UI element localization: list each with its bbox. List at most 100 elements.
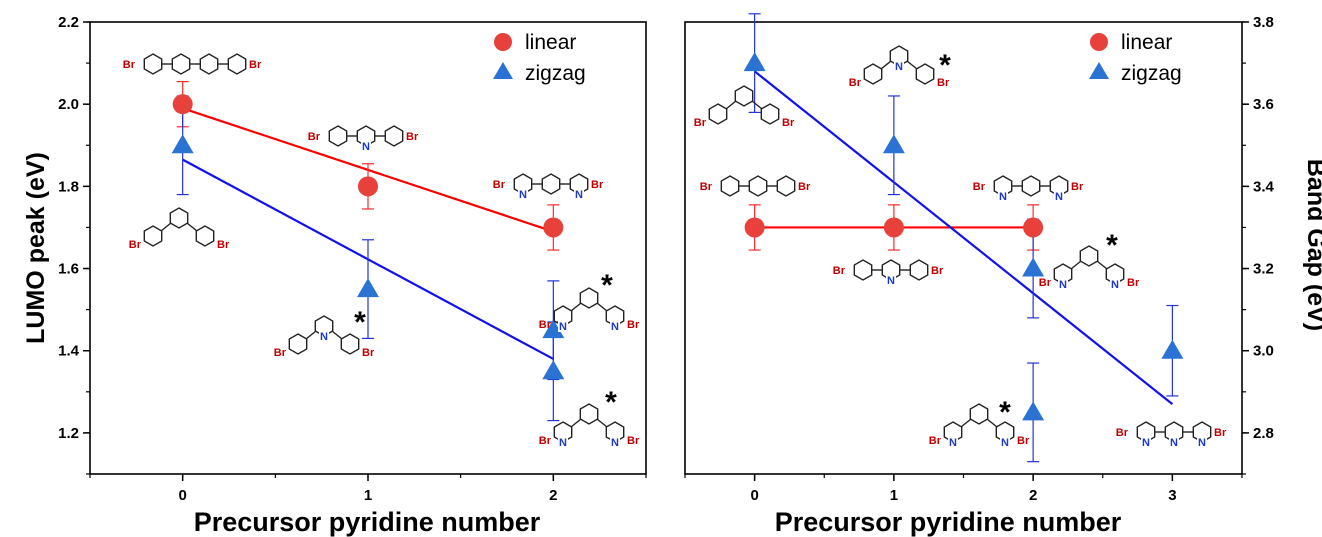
legend-zigzag-label: zigzag: [1121, 62, 1182, 85]
mol-pyridyl-meta-2-ring-n-label: N: [1001, 437, 1009, 449]
mol-terpyridine-ring-n-bg: [1197, 436, 1207, 448]
mol-pyridine-meta-ring: [288, 333, 308, 355]
zigzag-point: [357, 278, 379, 298]
star: *: [601, 269, 613, 302]
mol-pyridyl-meta-ring-n-bg: [1058, 278, 1068, 290]
mol-m-terphenyl-ring: [143, 225, 163, 247]
mol-pyridyl-meta-bond: [570, 302, 582, 312]
mol-bipyridyl-benzene-ring-n-label: N: [1055, 191, 1063, 203]
mol-pyridyl-meta-2-ring-n-bg: [558, 436, 568, 448]
mol-pyridine-meta-ring: [915, 63, 935, 85]
mol-pyridyl-meta-2-bond: [596, 418, 608, 428]
mol-pyridine-meta-bond: [906, 60, 918, 70]
mol-terpyridine-ring-n-label: N: [1198, 437, 1206, 449]
linear-point: [744, 217, 765, 238]
mol-m-terphenyl-bond: [160, 222, 172, 232]
mol-phenyl-pyridine-ring: [328, 125, 348, 147]
mol-m-terphenyl-br-right: Br: [217, 239, 230, 251]
zigzag-point: [1161, 339, 1184, 359]
mol-terpyridine-ring-n-bg: [1169, 436, 1179, 448]
mol-pyridine-meta-bond: [331, 330, 343, 340]
x-tick-label: 0: [178, 487, 186, 504]
mol-pyridyl-meta-bond: [596, 302, 608, 312]
x-tick-label: 3: [1168, 487, 1176, 504]
mol-bipyridyl-benzene-br-left: Br: [493, 179, 506, 191]
plot-frame: [684, 21, 1243, 475]
mol-pyridine-meta-bond: [880, 60, 892, 70]
mol-phenyl-pyridine-br-left: Br: [308, 131, 321, 143]
mol-m-terphenyl-ring: [169, 207, 189, 229]
x-tick-label: 1: [364, 487, 372, 504]
y-tick-label: 2.2: [58, 14, 79, 31]
zigzag-point: [1022, 401, 1045, 421]
legend-linear-marker: [494, 33, 512, 51]
mol-pyridine-meta-ring-n-label: N: [320, 331, 328, 343]
mol-pyridyl-meta-2-ring-n-label: N: [949, 437, 957, 449]
mol-bipyridyl-benzene-ring-n-bg: [1054, 190, 1064, 202]
mol-terphenyl-ring: [748, 175, 768, 197]
star: *: [939, 49, 951, 82]
mol-pyridyl-meta-ring: [579, 287, 599, 309]
mol-pyridine-meta-bond: [305, 330, 317, 340]
mol-terphenyl-ring: [720, 175, 740, 197]
mol-pyridyl-meta-ring-n-bg: [1110, 278, 1120, 290]
mol-phenyl-pyridine-ring-n-label: N: [362, 141, 370, 153]
mol-pyridyl-meta-br-left: Br: [539, 319, 552, 331]
legend-zigzag-label: zigzag: [525, 62, 586, 85]
mol-m-terphenyl-ring: [708, 103, 728, 125]
mol-bipyridyl-benzene-ring: [1021, 175, 1041, 197]
mol-terpyridine-br-left: Br: [1116, 427, 1129, 439]
mol-terphenyl-br-right: Br: [798, 181, 811, 193]
linear-point: [172, 94, 193, 115]
legend-zigzag-marker: [1089, 62, 1109, 79]
x-tick-label: 0: [750, 487, 758, 504]
mol-m-terphenyl-bond: [725, 100, 737, 110]
mol-pyridine-meta-ring: [340, 333, 360, 355]
star: *: [605, 386, 617, 419]
mol-terpyridine-ring-n-label: N: [1170, 437, 1178, 449]
legend-linear-label: linear: [525, 31, 576, 54]
mol-pyridyl-meta-2-ring-n-bg: [948, 436, 958, 448]
mol-pyridine-meta-ring-n-bg: [319, 330, 329, 342]
star: *: [999, 396, 1011, 429]
mol-phenyl-pyridine-ring: [909, 259, 929, 281]
zigzag-point: [542, 360, 565, 380]
y-tick-label: 3.4: [1253, 178, 1275, 195]
mol-terphenyl-br-left: Br: [700, 181, 713, 193]
mol-pyridyl-meta-ring-n-label: N: [1059, 279, 1067, 291]
mol-pyridine-meta-ring-n-bg: [894, 60, 904, 72]
mol-pyridine-meta-br-left: Br: [849, 77, 862, 89]
left-panel: LUMO peak (eV) Precursor pyridine number…: [22, 14, 647, 537]
y-tick-label: 1.6: [58, 261, 79, 278]
mol-phenyl-pyridine-ring-n-label: N: [887, 275, 895, 287]
mol-bipyridyl-benzene-br-right: Br: [591, 179, 604, 191]
mol-pyridyl-meta-ring-n-bg: [558, 320, 568, 332]
mol-pyridyl-meta-br-left: Br: [1039, 277, 1052, 289]
zigzag-point: [743, 52, 766, 72]
y-tick-label: 3.0: [1253, 343, 1274, 360]
right-y-axis-title: Band Gap (eV): [1302, 159, 1322, 331]
mol-bipyridyl-benzene-ring-n-label: N: [575, 189, 583, 201]
y-tick-label: 1.8: [58, 178, 79, 195]
mol-pyridine-meta-ring-n-label: N: [895, 61, 903, 73]
mol-pyridine-meta-br-left: Br: [274, 347, 287, 359]
y-tick-label: 2.8: [1253, 425, 1274, 442]
mol-terpyridine-ring-n-bg: [1141, 436, 1151, 448]
mol-pyridyl-meta-2-ring: [579, 403, 599, 425]
zigzag-point: [1022, 257, 1045, 277]
linear-point: [883, 217, 904, 238]
star: *: [354, 306, 366, 339]
mol-pyridyl-meta-br-right: Br: [1127, 277, 1140, 289]
y-tick-label: 3.6: [1253, 96, 1274, 113]
mol-pyridyl-meta-2-ring-n-bg: [1000, 436, 1010, 448]
y-tick-label: 2.0: [58, 96, 79, 113]
mol-terphenyl-br-right: Br: [249, 59, 262, 71]
mol-terpyridine-ring-n-label: N: [1142, 437, 1150, 449]
linear-point: [358, 176, 378, 197]
mol-pyridyl-meta-2-ring: [969, 403, 989, 425]
mol-pyridyl-meta-2-bond: [986, 418, 998, 428]
mol-pyridyl-meta-2-ring-n-label: N: [559, 437, 567, 449]
mol-terphenyl-ring: [776, 175, 796, 197]
mol-terphenyl-ring: [199, 53, 219, 75]
